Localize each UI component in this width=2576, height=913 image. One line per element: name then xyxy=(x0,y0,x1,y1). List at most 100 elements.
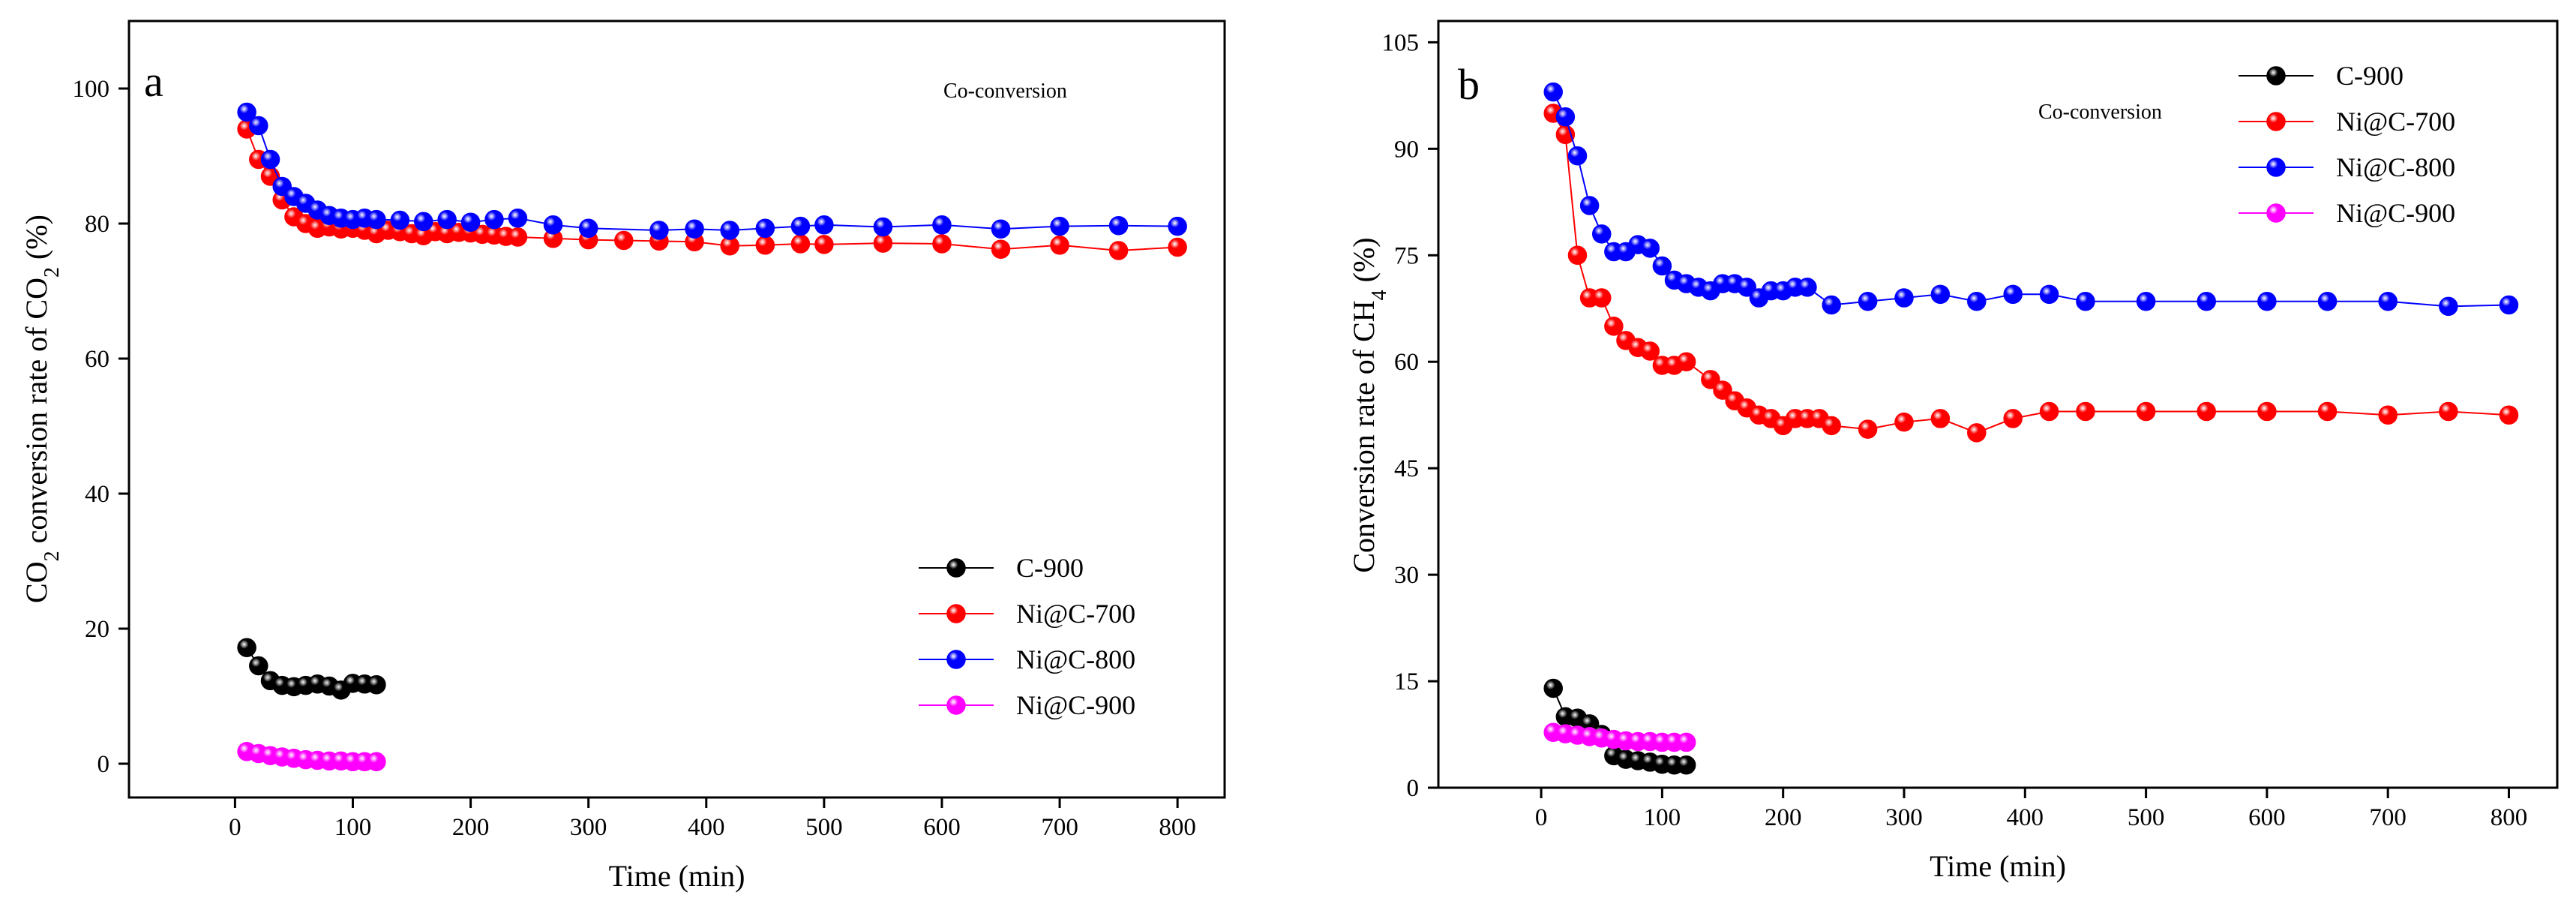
y-tick-label: 0 xyxy=(1407,775,1420,802)
data-point-ni-c-700 xyxy=(1858,419,1878,439)
data-point-ni-c-800 xyxy=(413,212,433,232)
series-ni-c-900 xyxy=(1543,722,1696,752)
data-point-ni-c-800 xyxy=(2499,295,2519,315)
y-axis-title-subscript: 2 xyxy=(40,267,64,278)
x-tick-label: 100 xyxy=(334,814,372,841)
legend-label-ni-c-700: Ni@C-700 xyxy=(1016,599,1135,629)
data-point-ni-c-800 xyxy=(249,116,268,136)
data-point-ni-c-700 xyxy=(1894,412,1914,432)
data-point-ni-c-800 xyxy=(1050,216,1069,236)
legend: C-900 Ni@C-700 Ni@C-800 Ni@C-900 xyxy=(2239,61,2455,228)
y-axis-title-part: conversion rate of CO xyxy=(19,278,53,551)
x-tick-label: 500 xyxy=(2128,804,2165,831)
data-point-ni-c-900 xyxy=(367,752,386,772)
data-point-ni-c-800 xyxy=(1798,278,1817,297)
y-tick-label: 90 xyxy=(1394,136,1419,163)
data-point-ni-c-800 xyxy=(1592,224,1612,244)
y-tick-label: 60 xyxy=(1394,349,1419,376)
x-tick-label: 400 xyxy=(2007,804,2044,831)
chart-panel-a: 0 100 200 300 400 500 600 700 800 0 20 40 60 80 100 Tim… xyxy=(19,20,1226,893)
data-point-ni-c-700 xyxy=(1822,416,1841,436)
data-point-ni-c-800 xyxy=(1858,292,1878,311)
data-point-ni-c-700 xyxy=(2076,401,2095,422)
series-ni-c-800 xyxy=(1543,82,2519,317)
y-axis-title-part: (%) xyxy=(1347,237,1381,290)
data-point-ni-c-800 xyxy=(2439,296,2458,317)
data-point-ni-c-700 xyxy=(1567,245,1588,266)
data-point-c-900 xyxy=(249,656,268,676)
data-point-ni-c-700 xyxy=(2039,401,2059,422)
legend-label-c-900: C-900 xyxy=(1016,553,1084,583)
y-tick-label: 0 xyxy=(97,751,110,778)
data-point-ni-c-800 xyxy=(1567,146,1588,166)
data-point-ni-c-700 xyxy=(1640,341,1660,361)
x-tick-label: 300 xyxy=(570,814,607,841)
y-tick-label: 40 xyxy=(85,481,109,508)
y-tick-label: 15 xyxy=(1394,668,1419,695)
data-point-ni-c-700 xyxy=(2317,401,2338,422)
data-point-ni-c-700 xyxy=(1555,125,1576,145)
x-tick-label: 400 xyxy=(688,814,725,841)
data-point-ni-c-700 xyxy=(2439,401,2458,422)
data-point-ni-c-700 xyxy=(2378,405,2398,425)
series-ni-c-900 xyxy=(237,742,386,772)
data-point-ni-c-800 xyxy=(814,215,834,235)
data-point-ni-c-800 xyxy=(1737,278,1757,297)
data-point-ni-c-800 xyxy=(460,212,481,232)
data-point-ni-c-800 xyxy=(484,209,504,230)
y-axis-title-part: CO xyxy=(19,561,53,603)
legend-marker-ni-c-700 xyxy=(2266,112,2286,131)
legend-label-ni-c-800: Ni@C-800 xyxy=(1016,644,1135,674)
data-point-ni-c-800 xyxy=(2378,292,2398,311)
data-point-ni-c-800 xyxy=(1108,215,1129,236)
series-line-ni-c-800 xyxy=(246,111,1178,232)
data-point-ni-c-800 xyxy=(1168,216,1187,236)
y-tick-label: 80 xyxy=(85,211,109,238)
y-tick-label: 60 xyxy=(85,346,109,373)
data-point-ni-c-800 xyxy=(790,216,811,236)
series-c-900 xyxy=(237,638,386,700)
data-point-ni-c-700 xyxy=(1168,237,1187,257)
data-point-c-900 xyxy=(1543,678,1563,698)
data-point-ni-c-800 xyxy=(685,219,704,239)
data-point-ni-c-800 xyxy=(932,215,952,235)
panel-label: a xyxy=(144,57,163,106)
data-point-ni-c-800 xyxy=(2136,292,2156,311)
y-axis-title-part: (%) xyxy=(19,215,53,267)
series-c-900 xyxy=(1543,678,1696,775)
x-tick-label: 800 xyxy=(1159,814,1196,841)
data-point-ni-c-800 xyxy=(1543,82,1563,102)
series-ni-c-700 xyxy=(237,119,1187,260)
data-point-ni-c-800 xyxy=(1822,295,1841,315)
data-point-ni-c-800 xyxy=(390,210,410,230)
data-point-ni-c-800 xyxy=(2076,292,2095,311)
data-point-ni-c-700 xyxy=(1713,380,1732,400)
chart-panel-b: 0 100 200 300 400 500 600 700 800 0 15 30 45 60 75 90 10… xyxy=(1347,20,2559,883)
data-point-ni-c-700 xyxy=(614,230,634,251)
data-point-ni-c-700 xyxy=(2003,409,2023,428)
y-tick-label: 105 xyxy=(1382,29,1420,56)
x-tick-label: 600 xyxy=(923,814,961,841)
legend-marker-ni-c-700 xyxy=(946,604,966,623)
data-point-ni-c-800 xyxy=(991,219,1011,239)
series-ni-c-800 xyxy=(237,102,1187,240)
data-point-ni-c-700 xyxy=(1967,423,1987,443)
legend: C-900 Ni@C-700 Ni@C-800 Ni@C-900 xyxy=(919,553,1135,720)
data-point-ni-c-800 xyxy=(720,221,739,240)
data-point-ni-c-700 xyxy=(1676,352,1696,371)
data-point-ni-c-700 xyxy=(1108,241,1129,260)
legend-marker-ni-c-900 xyxy=(2266,203,2286,223)
x-tick-label: 0 xyxy=(1535,804,1548,831)
data-point-ni-c-700 xyxy=(2257,401,2277,422)
data-point-ni-c-800 xyxy=(437,209,457,230)
annotation: Co-conversion xyxy=(943,80,1067,103)
x-axis-title: Time (min) xyxy=(1930,849,2066,883)
data-point-ni-c-700 xyxy=(1701,370,1720,389)
data-point-ni-c-900 xyxy=(1676,732,1696,752)
data-point-ni-c-800 xyxy=(755,218,775,239)
data-point-ni-c-700 xyxy=(1930,409,1951,428)
y-tick-label: 45 xyxy=(1394,455,1419,482)
data-point-ni-c-700 xyxy=(508,227,528,247)
plot-frame xyxy=(127,20,1226,799)
